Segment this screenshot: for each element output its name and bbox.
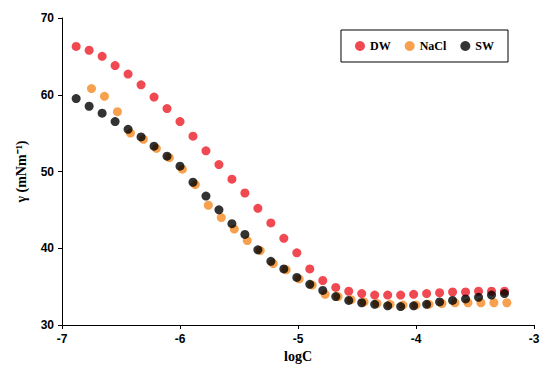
svg-text:30: 30 bbox=[41, 318, 55, 332]
svg-text:-7: -7 bbox=[57, 332, 68, 346]
svg-text:-6: -6 bbox=[175, 332, 186, 346]
svg-text:-3: -3 bbox=[529, 332, 540, 346]
svg-text:γ (mNm⁻¹): γ (mNm⁻¹) bbox=[14, 140, 30, 203]
svg-text:logC: logC bbox=[284, 349, 312, 364]
svg-text:-4: -4 bbox=[411, 332, 422, 346]
svg-text:DW: DW bbox=[370, 39, 391, 53]
svg-text:70: 70 bbox=[41, 11, 55, 25]
svg-text:-5: -5 bbox=[293, 332, 304, 346]
svg-text:SW: SW bbox=[475, 39, 494, 53]
svg-text:50: 50 bbox=[41, 165, 55, 179]
svg-text:NaCl: NaCl bbox=[420, 39, 447, 53]
svg-text:40: 40 bbox=[41, 241, 55, 255]
svg-text:60: 60 bbox=[41, 88, 55, 102]
